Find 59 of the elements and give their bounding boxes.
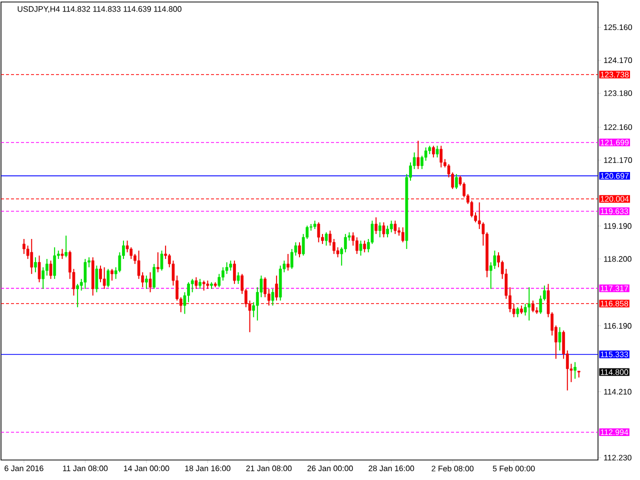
candlestick (359, 240, 362, 256)
candlestick (344, 233, 347, 253)
candlestick (190, 278, 194, 293)
candlestick (42, 266, 45, 290)
candlestick (156, 252, 160, 273)
candlestick (76, 283, 79, 308)
candlestick (432, 145, 435, 158)
candlestick (271, 288, 274, 306)
candlestick (436, 145, 439, 158)
candlestick (102, 266, 106, 290)
candlestick (148, 272, 152, 293)
candlestick (286, 253, 290, 272)
candlestick (363, 240, 366, 253)
candlestick (22, 238, 26, 254)
candlestick (440, 145, 443, 168)
candlestick (382, 222, 386, 238)
candlestick (95, 265, 98, 293)
candlestick (558, 326, 562, 351)
candlestick (390, 220, 393, 233)
candlestick (187, 282, 190, 303)
candlestick (378, 222, 382, 238)
candlestick (574, 362, 576, 380)
candlestick (394, 220, 397, 234)
candlestick (99, 265, 102, 283)
candlestick (374, 216, 378, 234)
candlestick (298, 242, 301, 258)
candlestick (202, 280, 206, 292)
candlestick (275, 275, 278, 302)
candlestick (416, 140, 420, 170)
candlestick (229, 260, 232, 272)
candlestick (516, 306, 520, 318)
candlestick (528, 286, 531, 322)
candlestick (194, 276, 198, 290)
candlestick (401, 226, 404, 243)
candlestick (236, 272, 240, 284)
candlestick (324, 232, 328, 246)
candlestick (532, 300, 534, 313)
candlestick (46, 258, 48, 276)
candlestick (106, 268, 110, 288)
candlestick (264, 276, 266, 298)
candlestick (355, 236, 358, 254)
candlestick (198, 278, 202, 290)
candlestick (152, 263, 156, 290)
candlestick (317, 222, 320, 243)
candlestick (454, 174, 458, 190)
candlestick (34, 256, 37, 273)
candlestick (60, 248, 64, 260)
candlestick (386, 225, 389, 238)
candlestick (64, 235, 68, 258)
candlestick (218, 273, 221, 288)
candlestick (84, 258, 87, 290)
candlestick (53, 246, 56, 280)
candlestick (49, 260, 52, 280)
candlestick (160, 250, 164, 272)
candlestick (30, 238, 34, 274)
candlestick (110, 268, 114, 282)
candlestick (38, 255, 41, 283)
candlestick (145, 275, 148, 290)
candlestick (233, 260, 236, 284)
